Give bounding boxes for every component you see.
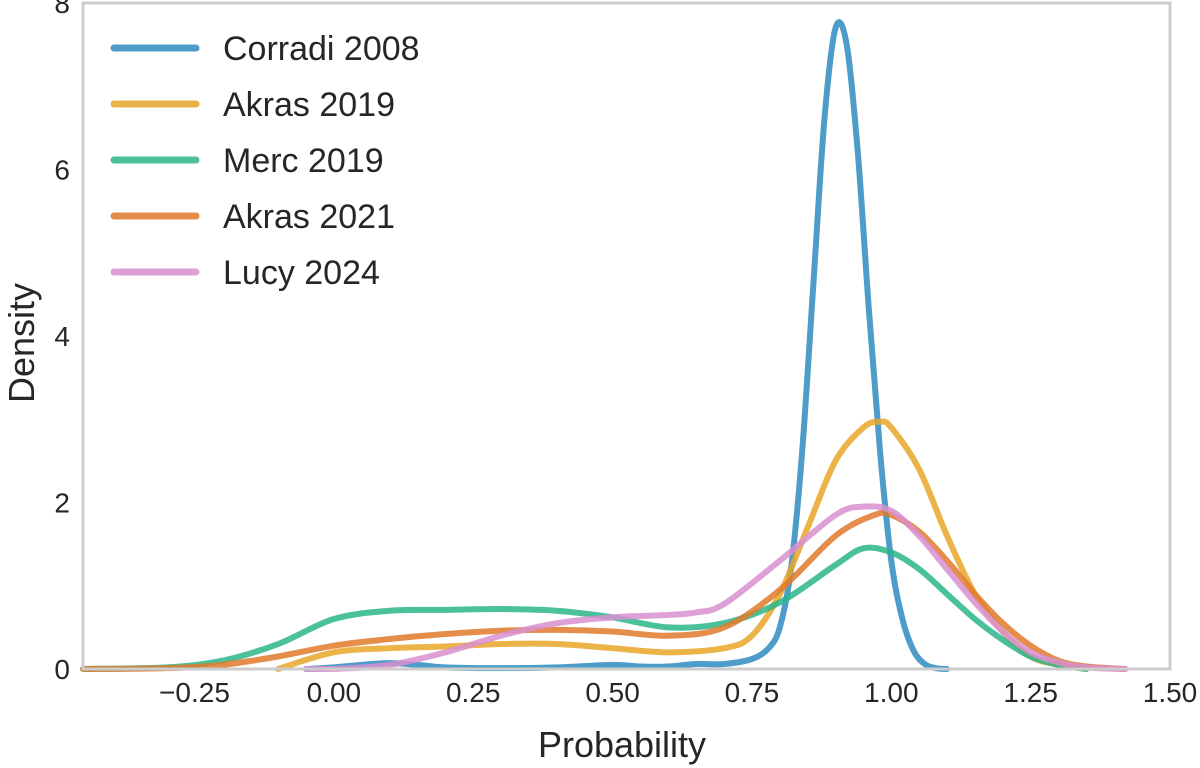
series-line-akras-2019 bbox=[275, 418, 1090, 672]
x-tick-label: 0.75 bbox=[725, 677, 780, 708]
legend: Corradi 2008 Akras 2019 Merc 2019 Akras 202… bbox=[110, 30, 420, 292]
series-line-merc-2019 bbox=[80, 544, 1090, 672]
plot-border bbox=[81, 1, 1172, 671]
y-tick-label: 0 bbox=[54, 654, 70, 685]
x-tick-label: 0.50 bbox=[585, 677, 640, 708]
legend-item-akras-2019: Akras 2019 bbox=[110, 86, 395, 124]
x-tick-label: 0.25 bbox=[446, 677, 501, 708]
series-lines bbox=[80, 19, 1129, 672]
legend-label: Corradi 2008 bbox=[223, 30, 420, 68]
legend-label: Akras 2021 bbox=[223, 198, 395, 236]
legend-label: Akras 2019 bbox=[223, 86, 395, 124]
legend-label: Merc 2019 bbox=[223, 142, 384, 180]
y-tick-label: 6 bbox=[54, 155, 70, 186]
axis-ticks: −0.25 0.00 0.25 0.50 0.75 1.00 1.25 1.50 0 2 4 6 8 bbox=[54, 0, 1197, 708]
x-axis-label: Probability bbox=[538, 724, 706, 765]
x-tick-label: 1.25 bbox=[1003, 677, 1058, 708]
x-tick-label: 1.00 bbox=[864, 677, 919, 708]
legend-label: Lucy 2024 bbox=[223, 254, 380, 292]
series-line-lucy-2024 bbox=[302, 503, 1129, 672]
y-tick-label: 2 bbox=[54, 488, 70, 519]
legend-item-lucy-2024: Lucy 2024 bbox=[110, 254, 380, 292]
x-tick-label: −0.25 bbox=[159, 677, 230, 708]
legend-item-merc-2019: Merc 2019 bbox=[110, 142, 384, 180]
x-tick-label: 0.00 bbox=[307, 677, 362, 708]
series-line-corradi-2008 bbox=[302, 19, 951, 672]
legend-item-akras-2021: Akras 2021 bbox=[110, 198, 395, 236]
x-tick-label: 1.50 bbox=[1143, 677, 1198, 708]
y-tick-label: 8 bbox=[54, 0, 70, 19]
series-line-akras-2021 bbox=[80, 509, 1129, 672]
y-tick-label: 4 bbox=[54, 321, 70, 352]
y-axis-label: Density bbox=[1, 283, 42, 403]
plot-frame bbox=[81, 1, 1172, 671]
legend-item-corradi-2008: Corradi 2008 bbox=[110, 30, 420, 68]
